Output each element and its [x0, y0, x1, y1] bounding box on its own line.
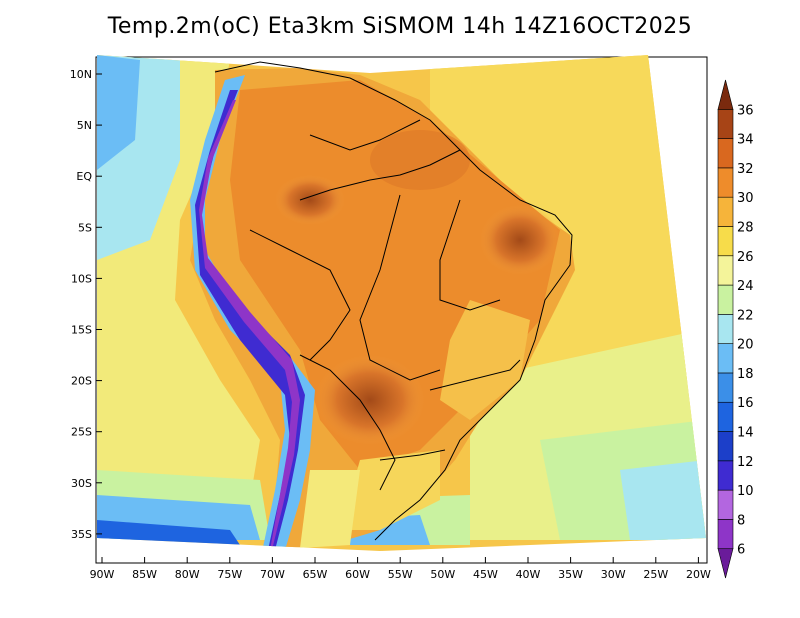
colorbar-swatch: [717, 343, 734, 374]
colorbar-swatch: [717, 167, 734, 198]
colorbar-swatch: [717, 372, 734, 403]
lon-label: 65W: [303, 568, 328, 581]
colorbar-label: 24: [737, 279, 754, 294]
map-title: Temp.2m(oC) Eta3km SiSMOM 14h 14Z16OCT20…: [107, 14, 693, 39]
colorbar-label: 14: [737, 426, 754, 441]
colorbar-swatch: [717, 226, 734, 257]
lon-label: 50W: [430, 568, 455, 581]
lon-label: 35W: [558, 568, 583, 581]
colorbar: 6 8 10 12 14 16 18 20 22 24 26 28 30 32 34 36: [717, 79, 754, 579]
lat-label: 35S: [71, 528, 92, 541]
lon-label: 70W: [260, 568, 285, 581]
longitude-axis: 90W 85W 80W 75W 70W 65W 60W 55W 50W 45W 40W 35W 30W 2…: [90, 557, 711, 581]
colorbar-swatch: [717, 519, 734, 550]
colorbar-swatch: [717, 196, 734, 227]
lon-label: 75W: [217, 568, 242, 581]
colorbar-label: 22: [737, 308, 754, 323]
colorbar-label: 8: [737, 513, 745, 528]
temperature-field: [97, 55, 706, 551]
lon-label: 90W: [90, 568, 115, 581]
lat-label: 5N: [77, 119, 92, 132]
lat-label: EQ: [76, 170, 92, 183]
colorbar-label: 6: [737, 543, 745, 558]
lat-label: 5S: [78, 221, 92, 234]
lat-label: 25S: [71, 426, 92, 439]
country-borders: [214, 61, 573, 541]
colorbar-swatch: [717, 284, 734, 315]
colorbar-swatch: [717, 255, 734, 286]
lon-label: 85W: [132, 568, 157, 581]
colorbar-label: 26: [737, 250, 754, 265]
colorbar-swatch: [717, 138, 734, 169]
colorbar-label: 32: [737, 162, 754, 177]
colorbar-label: 30: [737, 191, 754, 206]
colorbar-swatch: [717, 79, 734, 110]
lat-label: 30S: [71, 477, 92, 490]
lon-label: 45W: [473, 568, 498, 581]
lat-label: 15S: [71, 324, 92, 337]
colorbar-label: 18: [737, 367, 754, 382]
colorbar-swatch: [717, 431, 734, 462]
colorbar-label: 28: [737, 220, 754, 235]
colorbar-swatch: [717, 108, 734, 139]
colorbar-label: 12: [737, 455, 754, 470]
lon-label: 40W: [516, 568, 541, 581]
colorbar-label: 16: [737, 396, 754, 411]
lon-label: 25W: [643, 568, 668, 581]
lon-label: 80W: [175, 568, 200, 581]
lat-label: 10N: [70, 68, 92, 81]
colorbar-label: 20: [737, 338, 754, 353]
lat-label: 10S: [71, 272, 92, 285]
colorbar-label: 10: [737, 484, 754, 499]
lon-label: 30W: [601, 568, 626, 581]
colorbar-swatch: [717, 460, 734, 491]
latitude-axis: 10N 5N EQ 5S 10S 15S 20S 25S 30S 35S: [70, 68, 102, 541]
colorbar-label: 36: [737, 103, 754, 118]
lon-label: 60W: [345, 568, 370, 581]
colorbar-label: 34: [737, 133, 754, 148]
lon-label: 55W: [388, 568, 413, 581]
lat-label: 20S: [71, 375, 92, 388]
colorbar-swatch: [717, 314, 734, 344]
colorbar-swatch: [717, 548, 734, 579]
colorbar-swatch: [717, 489, 734, 520]
lon-label: 20W: [686, 568, 711, 581]
colorbar-swatch: [717, 401, 734, 432]
